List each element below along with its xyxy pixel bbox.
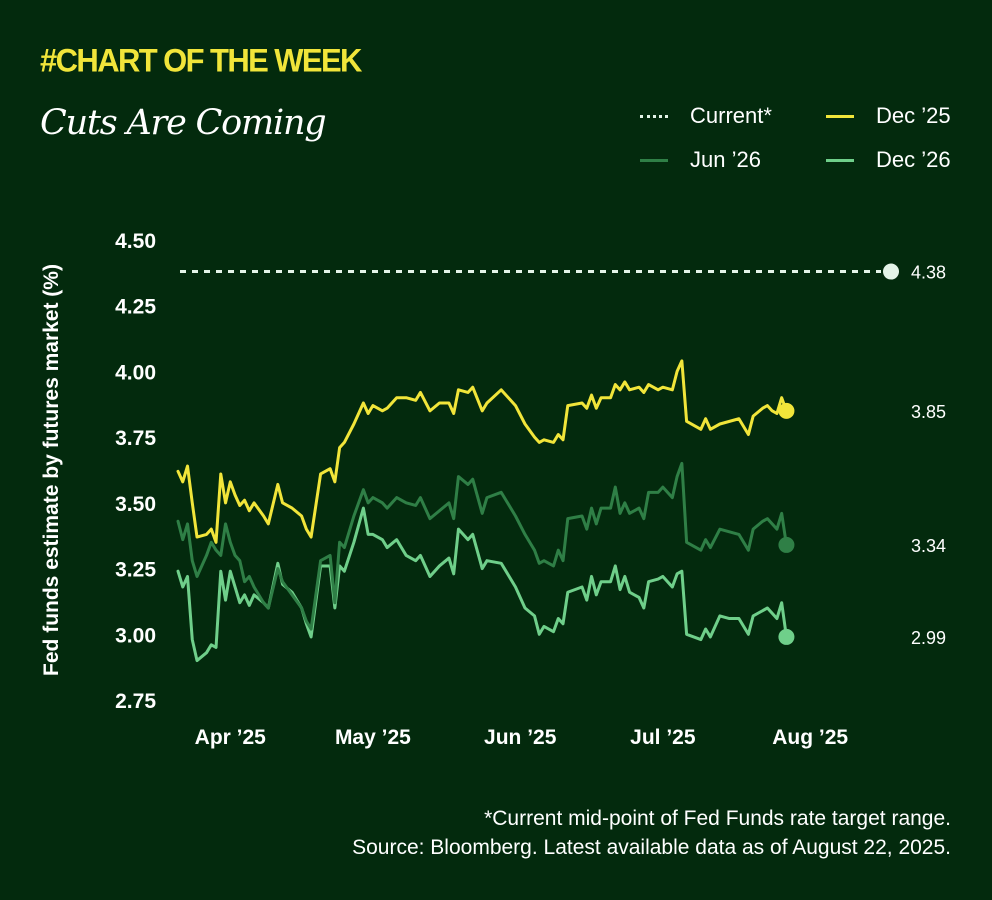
series-endpoint-dec26 [778,628,795,645]
y-tick-label: 4.25 [115,296,156,319]
legend-label-dec25: Dec ’25 [876,103,951,128]
legend-item-dec26: Dec ’26 [826,145,951,175]
legend-item-dec25: Dec ’25 [826,101,951,131]
x-tick-label: Jun ’25 [484,726,557,749]
x-tick-label: Jul ’25 [630,726,696,749]
chart-title: Cuts Are Coming [40,103,327,143]
legend-swatch-dotted [640,114,668,118]
series-end-label-dec26: 2.99 [911,628,946,648]
x-tick-label: Aug ’25 [772,726,848,749]
series-line-jun26 [176,461,788,631]
x-tick-label: Apr ’25 [195,726,267,749]
legend-swatch-dec25 [826,114,854,118]
series-end-label-jun26: 3.34 [911,536,946,556]
series-end-label-dec25: 3.85 [911,402,946,422]
footnote: *Current mid-point of Fed Funds rate tar… [352,804,951,862]
y-tick-label: 4.50 [115,230,156,253]
legend-swatch-jun26 [640,158,668,162]
current-rate-label: 4.38 [911,263,946,283]
x-tick-label: May ’25 [335,726,411,749]
y-tick-label: 2.75 [115,690,156,713]
legend-label-dec26: Dec ’26 [876,147,951,172]
y-tick-label: 3.00 [115,624,156,647]
y-tick-label: 4.00 [115,361,156,384]
series-endpoint-dec25 [778,402,795,419]
y-axis-label: Fed funds estimate by futures market (%) [40,264,63,676]
legend-item-jun26: Jun ’26 [640,145,761,175]
footnote-asterisk-note: *Current mid-point of Fed Funds rate tar… [484,807,951,830]
y-tick-label: 3.50 [115,493,156,516]
y-tick-label: 3.25 [115,559,156,582]
series-line-dec26 [176,506,788,663]
y-tick-label: 3.75 [115,427,156,450]
current-rate-endpoint [883,263,899,280]
footnote-source: Source: Bloomberg. Latest available data… [352,836,951,859]
legend-item-current: Current* [640,101,772,131]
legend-swatch-dec26 [826,158,854,162]
legend-label-jun26: Jun ’26 [690,147,761,172]
legend-label-current: Current* [690,103,772,128]
series-line-dec25 [176,359,788,544]
kicker-label: #CHART OF THE WEEK [40,42,362,79]
series-endpoint-jun26 [778,536,795,553]
